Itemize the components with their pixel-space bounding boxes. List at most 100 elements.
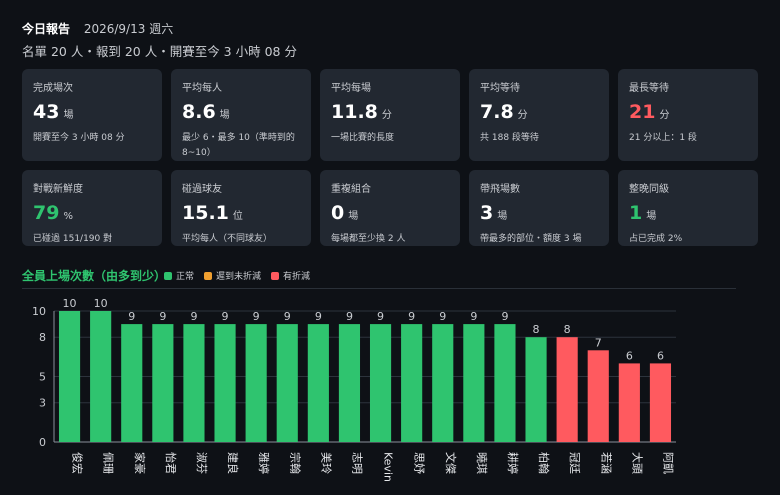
y-tick-label: 3: [39, 397, 46, 410]
stat-unit: 位: [232, 211, 243, 222]
x-tick-label: 阿凱: [661, 452, 674, 474]
stat-unit: 場: [497, 211, 508, 222]
x-tick-label: Kevin: [382, 452, 395, 482]
stat-unit: 場: [348, 211, 359, 222]
bar: [245, 324, 267, 442]
stat-unit: 場: [63, 110, 74, 121]
x-tick-label: 俊宏: [71, 452, 85, 474]
stat-card: 完成場次 43 場開賽至今 3 小時 08 分: [22, 69, 162, 161]
x-tick-label: 建良: [226, 452, 240, 474]
data-label: 9: [128, 310, 135, 323]
bar: [556, 337, 578, 442]
stat-unit: 分: [381, 110, 392, 121]
stat-label: 碰過球友: [182, 184, 222, 195]
bar: [494, 324, 516, 442]
bar: [463, 324, 485, 442]
stat-unit: 分: [517, 110, 528, 121]
chart-divider: [22, 288, 736, 289]
report-header: 今日報告 2026/9/13 週六: [22, 20, 173, 37]
stat-note: 一場比賽的長度: [331, 133, 395, 143]
legend-swatch: [271, 271, 280, 280]
bar: [214, 324, 236, 442]
bar: [276, 324, 298, 442]
legend-label: 有折減: [283, 272, 311, 282]
stat-value-row: 43 場: [33, 100, 152, 128]
stat-card: 平均每場 11.8 分一場比賽的長度: [320, 69, 460, 161]
stat-value-row: 15.1 位: [182, 201, 301, 229]
stat-value: 1: [629, 202, 643, 224]
x-tick-label: 雅婷: [257, 452, 271, 474]
legend-swatch: [164, 271, 172, 280]
y-tick-label: 0: [39, 436, 46, 449]
stat-value-row: 79%: [33, 201, 152, 229]
stat-label: 整晚同級: [629, 184, 669, 195]
stat-label: 完成場次: [33, 83, 73, 94]
stat-label: 平均每場: [331, 83, 371, 94]
bar: [587, 350, 609, 442]
bar: [432, 324, 454, 442]
stat-unit: 分: [659, 110, 670, 121]
data-label: 9: [190, 310, 197, 323]
legend-label: 正常: [176, 272, 195, 282]
x-tick-label: 大頭: [630, 452, 644, 474]
stat-label: 最長等待: [629, 83, 669, 94]
x-tick-label: 若涵: [599, 452, 613, 474]
data-label: 9: [222, 310, 229, 323]
data-label: 8: [564, 323, 571, 336]
stat-note: 已碰過 151/190 對: [33, 234, 113, 244]
attendance-bar-chart: 0 3 5 8 10 10 俊宏 10 佩珊 9 家豪 9 怡君 9 淑芬 9 建良 9 雅婷 9 宗翰 9 美玲 9 志明 9 K…: [32, 297, 676, 482]
bar: [121, 324, 143, 442]
stat-value: 21: [629, 101, 656, 123]
stat-value: 43: [33, 101, 60, 123]
stat-label: 重複組合: [331, 184, 371, 195]
legend-label: 遲到未折減: [216, 272, 262, 282]
data-label: 9: [377, 310, 384, 323]
x-tick-label: 怡君: [164, 452, 178, 474]
stat-value: 8.6: [182, 101, 216, 123]
stat-unit: 場: [219, 110, 230, 121]
stat-value-row: 7.8 分: [480, 100, 599, 128]
x-tick-label: 耕婷: [506, 452, 520, 474]
stat-card: 對戰新鮮度 79% 已碰過 151/190 對: [22, 170, 162, 246]
stat-card: 重複組合 0 場每場都至少換 2 人: [320, 170, 460, 246]
stat-label: 對戰新鮮度: [33, 184, 83, 195]
stat-card: 碰過球友 15.1 位平均每人（不同球友）: [171, 170, 311, 246]
data-label: 9: [501, 310, 508, 323]
bar: [183, 324, 205, 442]
y-tick-label: 10: [32, 305, 46, 318]
chart-title: 全員上場次數（由多到少）: [22, 269, 167, 283]
chart-legend: 正常 遲到未折減 有折減: [164, 269, 310, 282]
data-label: 9: [315, 310, 322, 323]
legend-item: 遲到未折減: [204, 269, 261, 282]
data-label: 10: [63, 297, 77, 310]
data-label: 9: [346, 310, 353, 323]
stat-note: 最少 6・最多 10（準時到的 8~10）: [182, 133, 295, 158]
x-tick-label: 思妤: [413, 452, 427, 474]
stat-value: 11.8: [331, 101, 378, 123]
stat-card: 平均每人 8.6 場最少 6・最多 10（準時到的 8~10）: [171, 69, 311, 161]
stat-label: 帶飛場數: [480, 184, 520, 195]
data-label: 9: [408, 310, 415, 323]
stat-value: 15.1: [182, 202, 229, 224]
stat-unit: %: [63, 211, 73, 222]
data-label: 10: [94, 297, 108, 310]
stat-label: 平均等待: [480, 83, 520, 94]
x-tick-label: 淑芬: [195, 452, 208, 474]
data-label: 9: [439, 310, 446, 323]
data-label: 8: [533, 323, 540, 336]
bar: [152, 324, 174, 442]
x-tick-label: 佩珊: [102, 452, 116, 474]
legend-item: 有折減: [271, 269, 310, 282]
stat-note: 帶最多的部位・額度 3 場: [480, 234, 582, 244]
y-tick-label: 5: [39, 371, 46, 384]
bar: [401, 324, 423, 442]
bar: [649, 363, 672, 442]
stat-value: 0: [331, 202, 345, 224]
stat-value-row: 8.6 場: [182, 100, 301, 128]
y-tick-label: 8: [39, 331, 46, 344]
bar: [307, 324, 329, 442]
data-label: 9: [284, 310, 291, 323]
